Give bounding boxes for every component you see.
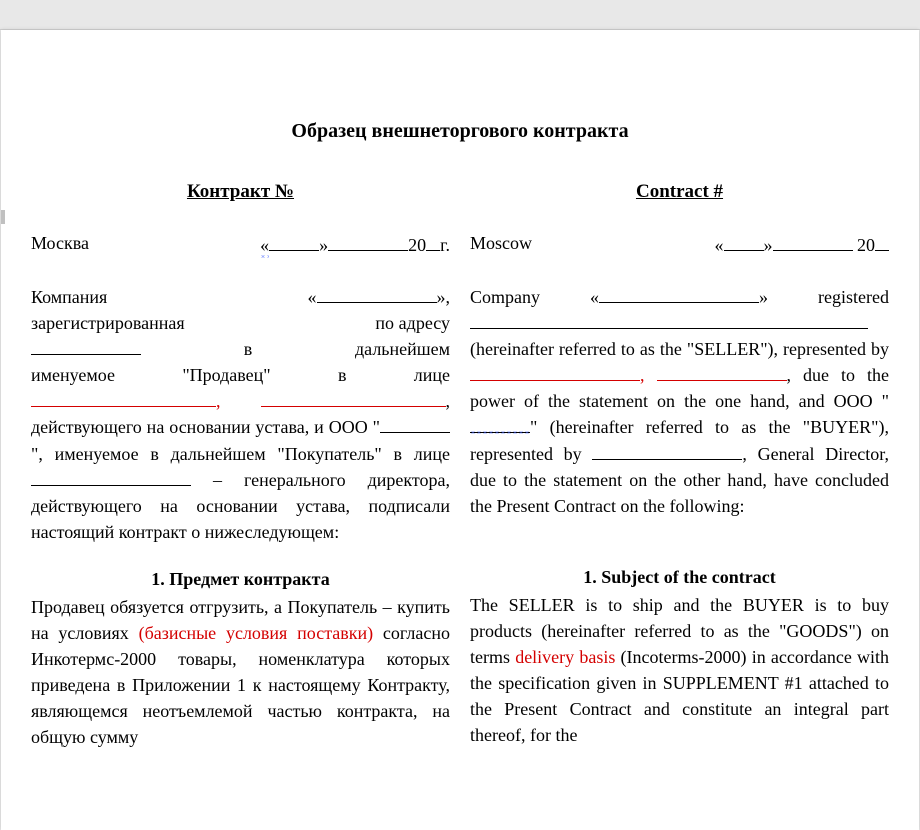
text-run: адресу — [399, 313, 450, 333]
text-run: Компания — [31, 287, 107, 307]
blank-field — [470, 311, 868, 329]
right-intro-para: Company « » registered (hereinafter refer… — [470, 284, 889, 519]
right-date-mid: » — [764, 235, 773, 255]
right-section1-head: 1. Subject of the contract — [470, 567, 889, 588]
left-intro-para: Компания « », зарегистрированная по адрес… — [31, 284, 450, 545]
left-year-suffix: г. — [440, 235, 450, 255]
margin-handle — [1, 210, 5, 224]
text-run: , — [446, 391, 451, 411]
left-section1-body: Продавец обязуется отгрузить, а Покупате… — [31, 594, 450, 751]
text-run: », — [437, 287, 451, 307]
right-city: Moscow — [470, 233, 532, 256]
blank-field — [328, 233, 408, 251]
blank-field — [31, 337, 141, 355]
text-run: именуемое — [31, 365, 115, 385]
left-year-prefix: 20 — [408, 235, 426, 255]
blank-field — [380, 415, 450, 433]
text-run: ", именуемое в дальнейшем "Покупатель" в… — [31, 444, 450, 464]
text-run: » registered — [759, 287, 889, 307]
text-run: "Продавец" — [182, 365, 270, 385]
app-chrome-bar — [0, 0, 920, 30]
blank-field-squiggle — [470, 415, 530, 433]
text-run: (hereinafter referred to as the "SELLER"… — [470, 339, 889, 359]
text-run: Company « — [470, 287, 599, 307]
blank-field — [269, 233, 319, 251]
red-comma: , — [640, 365, 645, 385]
right-section1-body: The SELLER is to ship and the BUYER is t… — [470, 592, 889, 749]
blank-field — [599, 285, 759, 303]
document-title: Образец внешнеторгового контракта — [31, 120, 889, 143]
blank-field — [592, 442, 742, 460]
right-year-prefix: 20 — [857, 235, 875, 255]
left-date-mid: » — [319, 235, 328, 255]
blank-field — [317, 285, 437, 303]
blank-field-red — [470, 363, 640, 381]
blank-field-red — [657, 363, 787, 381]
left-date: « » 20 г. — [260, 233, 450, 256]
left-section1-head: 1. Предмет контракта — [31, 569, 450, 590]
right-heading: Contract # — [470, 181, 889, 203]
text-run: в — [244, 339, 253, 359]
left-date-open: « — [260, 235, 269, 256]
blank-field — [724, 233, 764, 251]
text-run: дальнейшем — [355, 339, 450, 359]
right-column: Contract # Moscow « » 20 Company « » regis… — [470, 181, 889, 751]
right-date: « » 20 — [715, 233, 890, 256]
left-heading: Контракт № — [31, 181, 450, 203]
blank-field-red — [261, 389, 446, 407]
blank-field — [426, 233, 440, 251]
text-run: лице — [414, 365, 450, 385]
red-comma: , — [216, 391, 221, 411]
blank-field-red — [31, 389, 216, 407]
text-run: « — [308, 287, 317, 307]
document-page: Образец внешнеторгового контракта Контра… — [1, 30, 919, 830]
blank-field — [31, 468, 191, 486]
right-date-open: « — [715, 235, 724, 255]
left-city: Москва — [31, 233, 89, 256]
text-run: зарегистрированная — [31, 313, 185, 333]
blank-field — [773, 233, 853, 251]
blank-field — [875, 233, 889, 251]
left-city-date-line: Москва « » 20 г. — [31, 233, 450, 256]
text-run: по — [375, 313, 394, 333]
right-city-date-line: Moscow « » 20 — [470, 233, 889, 256]
text-run: в — [338, 365, 347, 385]
red-text: (базисные условия поставки) — [139, 623, 374, 643]
text-run: действующего на основании устава, и ООО … — [31, 417, 380, 437]
two-column-layout: Контракт № Москва « » 20 г. Компания « », за… — [31, 181, 889, 751]
text-run: – — [213, 470, 222, 490]
red-text: delivery basis — [515, 647, 615, 667]
left-column: Контракт № Москва « » 20 г. Компания « », за… — [31, 181, 450, 751]
